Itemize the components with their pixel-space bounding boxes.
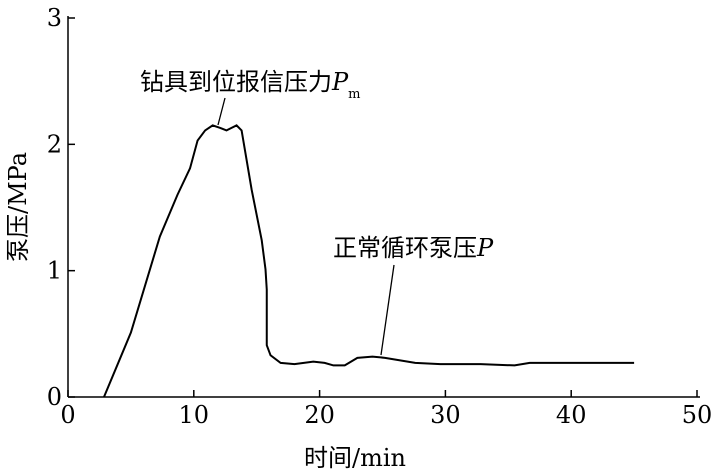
line (103, 124, 635, 398)
y-tick-label: 3 (47, 4, 62, 32)
y-tick-label: 0 (47, 383, 62, 411)
x-axis-label: 时间/min (304, 444, 406, 472)
annotation: 钻具到位报信压力Pm (140, 68, 360, 102)
leader-line (217, 97, 226, 126)
x-tick-label: 30 (430, 401, 461, 429)
leader-line (380, 264, 395, 356)
y-tick-label: 1 (47, 257, 62, 285)
x-tick-label: 50 (682, 401, 713, 429)
x-tick-label: 10 (179, 401, 210, 429)
x-tick-label: 40 (556, 401, 587, 429)
annotation: 正常循环泵压P (333, 234, 494, 262)
y-tick-label: 2 (47, 130, 62, 158)
x-tick-label: 20 (304, 401, 335, 429)
x-tick-label: 0 (60, 401, 75, 429)
y-axis-label: 泵压/MPa (4, 152, 32, 262)
